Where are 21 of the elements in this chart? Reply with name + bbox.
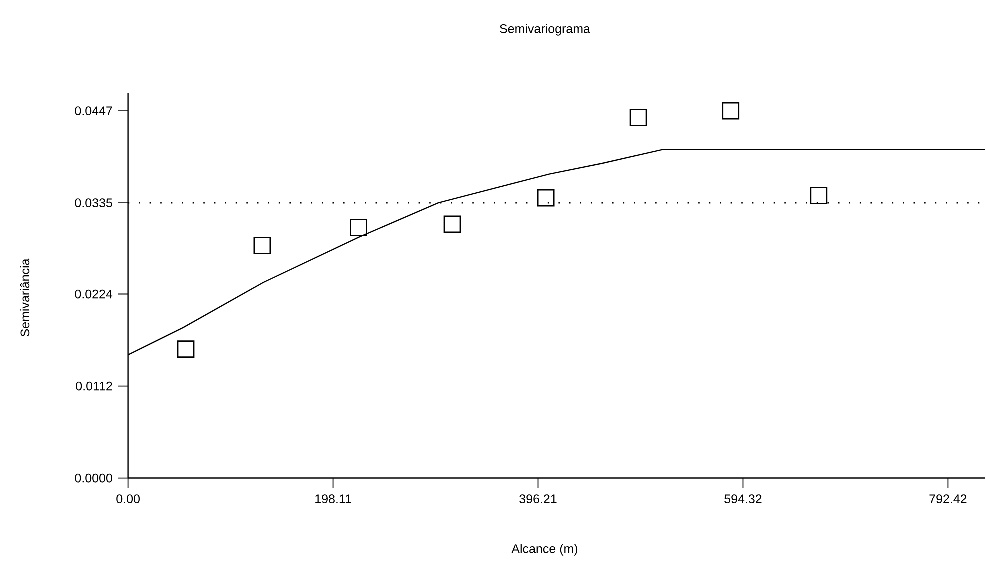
y-tick-label: 0.0224 [75, 290, 113, 299]
point [177, 340, 195, 358]
y-axis-title: Semivariância [20, 258, 30, 337]
point [630, 108, 648, 126]
point [444, 216, 462, 234]
x-tick-label: 396.21 [520, 494, 557, 504]
point [537, 189, 555, 207]
x-tick-label: 594.32 [724, 494, 762, 504]
chart-title: Semivariograma [500, 24, 590, 36]
x-axis-title: Alcance (m) [512, 544, 578, 556]
y-tick-label: 0.0112 [76, 382, 112, 391]
y-tick-label: 0.0000 [75, 474, 112, 483]
point [254, 237, 272, 254]
point [810, 187, 828, 204]
y-tick-label: 0.0335 [75, 198, 112, 208]
x-tick-label: 792.42 [930, 494, 967, 504]
x-tick-label: 0.00 [116, 494, 140, 504]
x-tick-label: 198.11 [316, 494, 352, 504]
point [350, 219, 368, 236]
y-tick-label: 0.0447 [75, 106, 112, 116]
point [722, 102, 740, 120]
